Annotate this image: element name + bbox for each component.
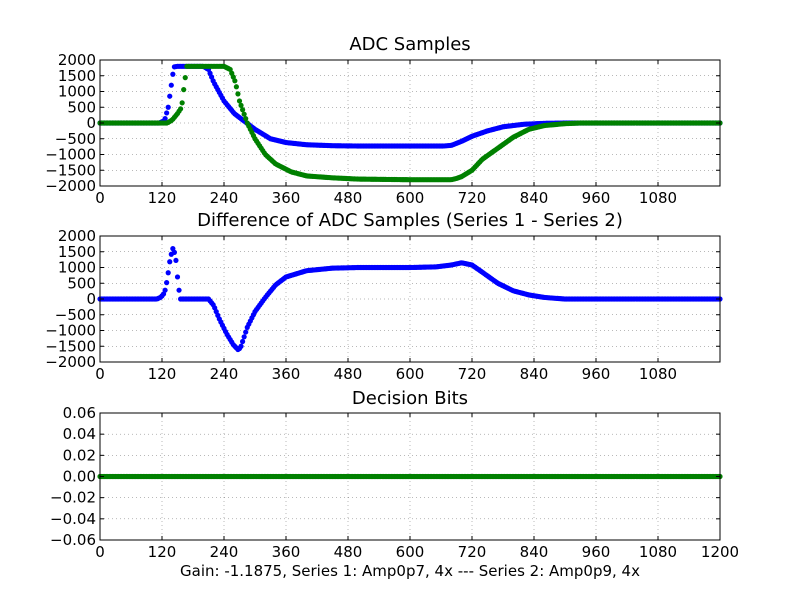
data-point: [168, 82, 174, 88]
y-tick-label: 500: [67, 274, 96, 292]
data-point: [243, 329, 249, 335]
data-point: [233, 84, 239, 90]
data-point: [162, 115, 168, 122]
y-tick-label: −1500: [45, 337, 96, 355]
data-point: [162, 287, 168, 293]
data-point: [182, 75, 188, 81]
data-point: [171, 249, 177, 255]
data-point: [174, 274, 181, 280]
data-point: [167, 259, 173, 265]
data-point: [235, 91, 241, 97]
x-tick-label: 1200: [701, 543, 739, 561]
y-tick-label: 2000: [58, 227, 96, 245]
y-tick-label: 0: [86, 290, 96, 308]
x-tick-label: 120: [148, 543, 177, 561]
chart-title: ADC Samples: [349, 34, 470, 55]
x-tick-label: 240: [210, 189, 239, 207]
x-tick-label: 0: [95, 189, 105, 207]
y-tick-label: 1000: [58, 259, 96, 277]
y-tick-label: −2000: [45, 177, 96, 195]
y-tick-label: 2000: [58, 51, 96, 69]
y-tick-label: 0.04: [63, 425, 96, 443]
data-point: [236, 98, 243, 104]
data-point: [240, 107, 246, 113]
x-tick-label: 960: [582, 543, 611, 561]
y-tick-label: −0.02: [50, 489, 96, 507]
x-tick-label: 240: [210, 543, 239, 561]
y-tick-label: −1000: [45, 322, 96, 340]
x-tick-label: 360: [272, 543, 301, 561]
data-point: [240, 338, 246, 345]
data-point: [238, 343, 244, 349]
data-point: [164, 110, 170, 116]
x-tick-label: 480: [334, 543, 363, 561]
y-tick-label: −2000: [45, 353, 96, 371]
x-tick-label: 720: [458, 189, 487, 207]
y-tick-label: 0.02: [63, 446, 96, 464]
x-tick-label: 960: [582, 189, 611, 207]
x-tick-label: 360: [272, 365, 301, 383]
y-tick-label: −0.06: [50, 531, 96, 549]
data-point: [243, 115, 249, 122]
data-point: [165, 270, 171, 276]
x-tick-label: 600: [396, 543, 425, 561]
x-tick-label: 240: [210, 365, 239, 383]
y-tick-label: 0.06: [63, 404, 96, 422]
x-tick-label: 480: [334, 189, 363, 207]
data-point: [176, 287, 182, 293]
x-tick-label: 0: [95, 543, 105, 561]
data-point: [241, 111, 247, 117]
y-tick-label: −0.04: [50, 510, 96, 528]
x-tick-label: 480: [334, 365, 363, 383]
data-point: [173, 257, 179, 264]
figure-caption: Gain: -1.1875, Series 1: Amp0p7, 4x --- …: [180, 562, 640, 580]
chart-3: Decision Bits 0 120 240 360 480 600 720 840 960 10…: [50, 388, 739, 561]
y-tick-label: 1500: [58, 67, 96, 85]
y-tick-label: 1000: [58, 83, 96, 101]
y-tick-label: 0: [86, 114, 96, 132]
x-tick-label: 0: [95, 365, 105, 383]
chart-title: Difference of ADC Samples (Series 1 - Se…: [197, 210, 623, 231]
series-1: [97, 473, 723, 480]
y-tick-label: −500: [55, 130, 96, 148]
x-tick-label: 720: [458, 365, 487, 383]
x-tick-label: 360: [272, 189, 301, 207]
x-tick-label: 840: [520, 543, 549, 561]
x-tick-label: 600: [396, 189, 425, 207]
y-tick-label: 0.00: [63, 468, 96, 486]
x-tick-label: 1080: [639, 189, 677, 207]
data-point: [165, 104, 171, 110]
x-tick-label: 1080: [639, 543, 677, 561]
y-tick-label: −500: [55, 306, 96, 324]
x-tick-label: 840: [520, 365, 549, 383]
data-point: [179, 100, 185, 106]
data-point: [181, 87, 187, 93]
data-point: [232, 78, 238, 84]
chart-title: Decision Bits: [352, 388, 468, 409]
data-point: [178, 106, 184, 112]
y-tick-label: 1500: [58, 243, 96, 261]
data-point: [167, 93, 173, 99]
x-tick-label: 960: [582, 365, 611, 383]
x-tick-label: 720: [458, 543, 487, 561]
y-tick-label: −1500: [45, 161, 96, 179]
x-tick-label: 1080: [639, 365, 677, 383]
y-tick-label: −1000: [45, 146, 96, 164]
data-point: [241, 334, 247, 340]
x-tick-label: 840: [520, 189, 549, 207]
plots: ADC Samples 0 120 240 360 480 600 720 840 960 1080…: [45, 34, 739, 561]
chart-1: ADC Samples 0 120 240 360 480 600 720 840 960 1080…: [45, 34, 723, 207]
x-tick-label: 600: [396, 365, 425, 383]
data-point: [238, 102, 244, 108]
data-point: [164, 280, 170, 286]
data-point: [170, 71, 176, 77]
x-tick-label: 120: [148, 365, 177, 383]
series-1: [97, 246, 723, 353]
x-tick-label: 120: [148, 189, 177, 207]
chart-2: Difference of ADC Samples (Series 1 - Se…: [45, 210, 723, 383]
y-tick-label: 500: [67, 98, 96, 116]
